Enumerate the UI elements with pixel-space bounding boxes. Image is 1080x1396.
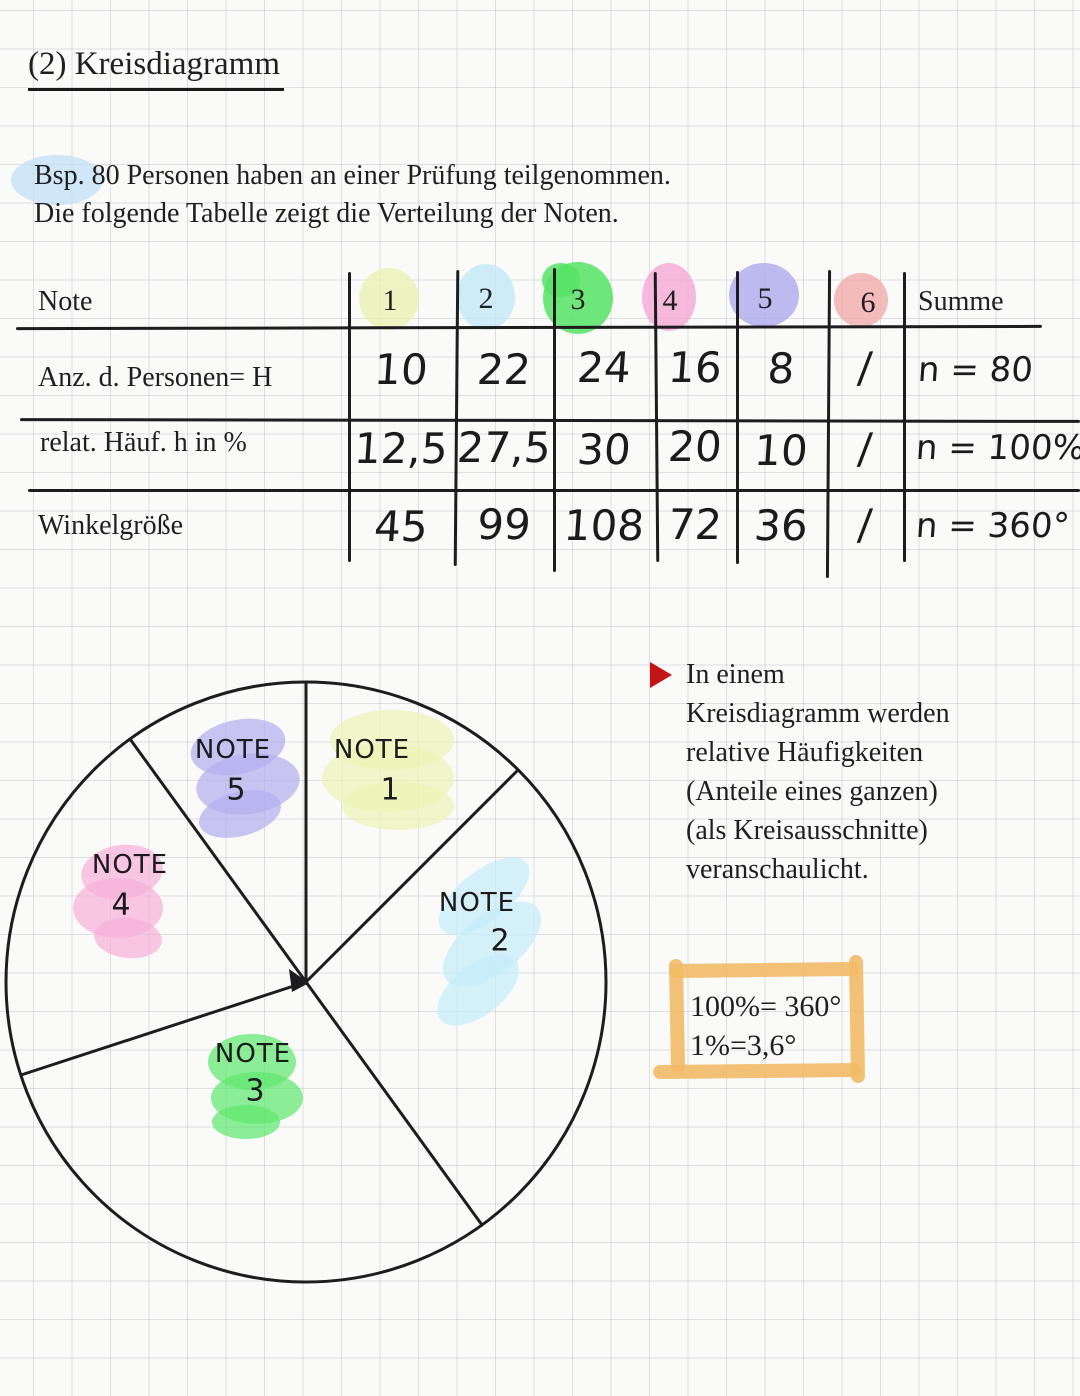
formula-box-top — [669, 962, 859, 978]
pie-label-note1-word: NOTE — [333, 735, 411, 765]
table-col-6: 6 — [860, 286, 876, 319]
highlight-note5 — [729, 263, 799, 327]
pie-label-note4-word: NOTE — [91, 850, 169, 880]
intro-line-1-rest: 80 Personen haben an einer Prüfung teilg… — [84, 160, 671, 191]
sidenote-text: In einem Kreisdiagramm werden relative H… — [686, 655, 950, 889]
cell-relhaeuf-2: 27,5 — [455, 423, 553, 472]
bsp-label: Bsp. — [34, 160, 85, 191]
intro-line-2: Die folgende Tabelle zeigt die Verteilun… — [34, 198, 619, 229]
pie-slice-highlights — [73, 710, 542, 1139]
highlight-note1 — [359, 268, 419, 330]
cell-relhaeuf-1: 12,5 — [352, 424, 450, 473]
pie-label-note1-num: 1 — [380, 772, 400, 808]
sidenote-line-1: In einem — [686, 659, 785, 690]
cell-relhaeuf-summe: n = 100% — [914, 428, 1080, 468]
pie-label-note2-num: 2 — [490, 923, 510, 959]
cell-winkel-summe: n = 360° — [914, 506, 1071, 546]
pie-label-note3-word: NOTE — [214, 1039, 292, 1069]
row-label-relhaeuf: relat. Häuf. h in % — [40, 427, 247, 458]
sidenote-line-5: (als Kreisausschnitte) — [686, 815, 928, 846]
pie-line-324deg — [128, 737, 308, 984]
formula-box-bottom — [653, 1063, 861, 1079]
table-col-4: 4 — [662, 284, 678, 317]
formula-line-2: 1%=3,6° — [690, 1029, 797, 1062]
blob-note3 — [208, 1034, 303, 1139]
page-title: (2) Kreisdiagramm — [28, 46, 284, 91]
row-label-anzahl: Anz. d. Personen= H — [38, 362, 273, 393]
intro-line-1: Bsp. 80 Personen haben an einer Prüfung … — [34, 160, 671, 192]
cell-anzahl-2: 22 — [475, 345, 533, 394]
pie-label-note5-word: NOTE — [194, 735, 272, 765]
pie-label-note4-num: 4 — [111, 887, 131, 923]
table-vline-1 — [348, 272, 351, 562]
table-header-highlights — [359, 262, 888, 334]
sidenote-line-2: Kreisdiagramm werden — [686, 698, 950, 729]
cell-winkel-2: 99 — [475, 500, 533, 549]
row-label-winkel: Winkelgröße — [38, 510, 184, 541]
highlight-note2 — [457, 264, 515, 330]
pie-label-note5-num: 5 — [226, 772, 246, 808]
pie-chart — [4, 680, 608, 1284]
table-vline-7 — [903, 272, 906, 562]
cell-anzahl-summe: n = 80 — [916, 350, 1035, 390]
formula-box-left — [669, 959, 685, 1073]
table-col-1: 1 — [382, 284, 398, 317]
pie-line-144deg — [304, 980, 484, 1227]
table-col-5: 5 — [757, 282, 773, 315]
table-col-3: 3 — [570, 283, 586, 316]
bullet-triangle-icon — [650, 662, 672, 688]
cell-anzahl-6: / — [856, 343, 874, 392]
pie-label-note3-num: 3 — [245, 1073, 265, 1109]
cell-winkel-1: 45 — [372, 502, 430, 551]
pie-line-45deg — [304, 768, 520, 984]
table-col-2: 2 — [478, 282, 494, 315]
highlight-note3b — [542, 263, 580, 297]
pie-line-252deg — [19, 980, 308, 1077]
table-vline-3 — [553, 268, 556, 572]
cell-relhaeuf-6: / — [856, 424, 874, 473]
pie-center-arrowhead — [289, 969, 309, 992]
bsp-highlight-blob — [11, 155, 103, 205]
pie-label-note2-word: NOTE — [438, 888, 516, 918]
table-header-note: Note — [38, 286, 93, 317]
formula-line-1: 100%= 360° — [690, 990, 842, 1023]
table-vline-5 — [736, 271, 739, 564]
table-header-summe: Summe — [918, 286, 1004, 317]
blob-note4 — [73, 844, 163, 959]
formula-box-right — [849, 955, 865, 1083]
cell-anzahl-1: 10 — [372, 345, 430, 394]
sidenote-line-3: relative Häufigkeiten — [686, 737, 924, 768]
formula-box — [653, 955, 865, 1083]
blob-note5 — [190, 718, 300, 838]
blob-note2 — [437, 857, 542, 1026]
blob-note1 — [322, 710, 454, 830]
sidenote-line-6: veranschaulicht. — [686, 854, 869, 885]
sidenote-line-4: (Anteile eines ganzen) — [686, 776, 938, 807]
highlight-note6 — [834, 273, 888, 327]
cell-winkel-6: / — [856, 500, 874, 549]
